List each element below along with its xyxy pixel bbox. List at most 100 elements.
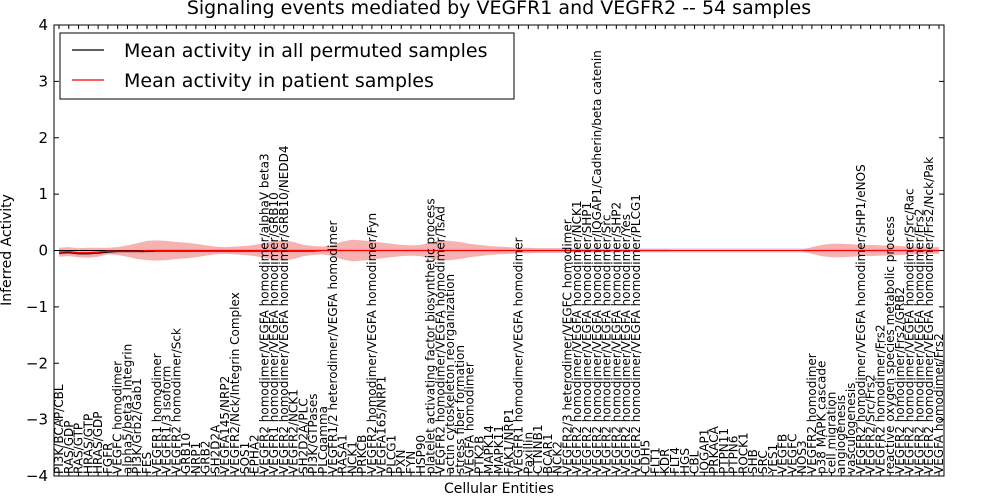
y-axis-label: Inferred Activity [0,194,15,306]
x-tick-label: VEGFC [785,434,799,474]
x-tick-label: PTPN11 [717,428,731,474]
x-tick-label: cell migration [824,392,838,474]
x-tick-label: VEGFR2 homodimer/VEGFA homodimer/Frs2/Nc… [922,157,936,474]
x-tick-label: VEGFR2 homodimer/VEGFA homodimer/GRB10/N… [277,145,291,474]
x-tick-label: FLT4 [668,447,682,474]
x-tick-label: angiogenesis [834,395,848,474]
x-tick-label: PTK2B [472,436,486,474]
x-tick-label: VEGFR2/Src/Frs2 [864,374,878,474]
y-tick-label: 3 [38,72,48,90]
x-tick-label: EPHA2 [248,434,262,474]
x-tick-label: KDR [658,449,672,474]
x-tick-label: VEGFB [776,434,790,474]
x-tick-label: VEGFR2 homodimer/VEGFA homodimer/SHP1 [580,202,594,474]
x-tick-label: PRKACA [707,425,721,474]
x-tick-label: VEGFC homodimer [111,361,125,474]
x-tick-label: VEGFR2/Nck/Integrin Complex [228,292,242,474]
x-tick-label: VEGFR2 homodimer/VEGFA homodimer/alphaV … [257,153,271,474]
x-tick-label: YES1 [766,444,780,475]
x-tick-label: VEGFR1/3 isoform [160,366,174,474]
x-tick-label: VEGFR1 homodimer/VEGFA homodimer/GRB10 [267,192,281,474]
y-tick-label: 0 [38,242,48,260]
x-tick-label: ROCK1 [736,432,750,474]
x-tick-label: VEGFR1 homodimer [150,353,164,474]
x-tick-label: VEGFR2/NCK1 [287,389,301,474]
x-tick-label: CTNNB1 [531,424,545,474]
x-tick-label: VEGFR1 homodimer/VEGFA homodimer [512,237,526,474]
y-tick-label: −2 [26,354,48,372]
x-tick-label: VEGFA homodimer [463,362,477,474]
legend-label-1: Mean activity in patient samples [124,70,434,92]
x-tick-label: BCAR1 [541,433,555,474]
chart-title: Signaling events mediated by VEGFR1 and … [187,0,811,19]
x-tick-label: p38 MAPK cascade [815,361,829,474]
x-tick-label: VEGFR2 homodimer/VEGFA homodimer/Fyn [365,213,379,474]
x-tick-label: VEGFR2 homodimer/VEGFA homodimer/NCK1 [570,200,584,474]
x-tick-label: PI3K/GTPases [306,394,320,474]
x-tick-label: Paxillin [521,432,535,474]
x-tick-label: actin cytoskeleton reorganization [443,274,457,474]
x-tick-label: VEGFR2/3 heterodimer/VEGFC homodimer [560,219,574,474]
x-tick-label: NOS3 [795,440,809,474]
x-tick-label: VEGFR2 homodimer/Frs2 [873,324,887,474]
x-tick-label: PI3K/Grb2/Gab1 [130,378,144,474]
legend-box [59,32,515,100]
x-tick-label: VEGFR2 homodimer/VEGFA homodimer/SHP2 [609,202,623,474]
x-tick-label: PI3K/BCAP/CBL [52,384,66,474]
y-tick-label: 4 [38,16,48,34]
x-tick-label: stress fiber formation [453,345,467,474]
y-tick-label: 2 [38,129,48,147]
x-tick-label: PRKCB [355,435,369,474]
x-tick-label: VEGFR2 homodimer/VEGFA homodimer/Yes [619,214,633,474]
x-axis-label: Cellular Entities [444,481,554,497]
x-tick-label: HRAS/GTP [81,414,95,474]
x-tick-label: PLCG1 [384,435,398,474]
x-tick-label: FYN [404,451,418,474]
legend: Mean activity in all permuted samples Mea… [59,32,515,100]
series-line-1 [58,249,939,254]
x-tick-label: VEGFR2 homodimer [805,353,819,474]
y-tick-label: −3 [26,411,48,429]
x-tick-label: FLT1 [648,447,662,474]
x-tick-label: VEGFR2 homodimer/VEGFA homodimer/Src/Rac [903,188,917,474]
x-tick-label: VEGFR2 homodimer/VEGFA homodimer/Frs2 [912,209,926,475]
x-tick-label: VEGFA165/NRP1 [375,376,389,474]
x-tick-label: FGFR [101,443,115,474]
x-tick-label: SRC [756,450,770,474]
x-tick-label: RAS/GTP [72,423,86,474]
x-tick-label: NCK1 [345,441,359,474]
x-tick-label: NCK2 [551,441,565,474]
x-tick-label: VEGFA homodimer/Frs2 [932,333,946,474]
x-tick-label: alpha5/beta3 Integrin [120,344,134,474]
x-tick-label: MAPK14 [482,425,496,474]
x-tick-label: MAPK11 [492,425,506,474]
x-tick-label: HGS [678,448,692,474]
x-tick-label: VEGFA145/NRP2 [218,376,232,474]
legend-label-0: Mean activity in all permuted samples [124,40,487,62]
x-tick-label: CBL [688,450,702,474]
x-tick-label: platelet activating factor biosynthetic … [424,198,438,474]
y-tick-label: −4 [26,467,48,485]
x-tick-label: RAS/GDP [62,421,76,475]
x-tick-label: SHB [746,449,760,474]
x-tick-label: PXN [394,450,408,474]
x-tick-label: SH2D2A/PLC [296,398,310,474]
x-tick-label: SOS1 [238,442,252,474]
x-tick-label: VEGFR2 homodimer/VEGFA homodimer/PLCG1 [629,194,643,474]
x-tick-label: reactive oxygen species metabolic proces… [883,216,897,474]
x-tick-label: VEGFR2 homodimer/Frs2/GRB2 [893,287,907,474]
x-tick-label: NRP1 [189,442,203,474]
x-tick-label: GRB10 [179,433,193,474]
x-tick-label: PLCgamma [316,406,330,474]
x-tick-label: FES [140,452,154,474]
x-tick-label: vasculogenesis [844,383,858,474]
x-tick-label: VEGFR2 homodimer/VEGFA homodimer/IQGAP1/… [590,50,604,474]
x-tick-label: CDH5 [639,440,653,474]
x-tick-label: GRB2 [199,440,213,474]
x-tick-label: FAK1/NRP1 [502,408,516,474]
x-tick-label: SH2D2A [208,424,222,474]
y-tick-label: −1 [26,298,48,316]
x-tick-label: RASA1 [336,434,350,474]
